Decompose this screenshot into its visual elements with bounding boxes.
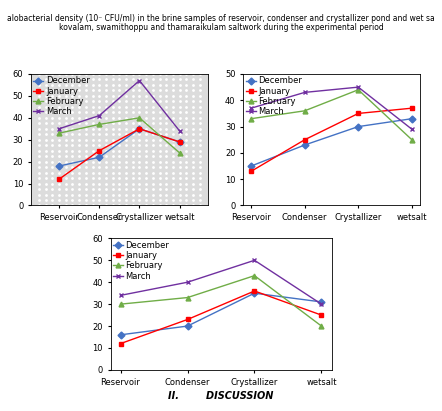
January [118,341,123,346]
January [57,177,62,182]
Line: December: December [249,116,414,169]
December [252,291,257,296]
Legend: December, January, February, March: December, January, February, March [245,76,303,117]
December [57,164,62,169]
February [57,131,62,136]
Line: February: February [57,115,182,155]
March [118,293,123,298]
Legend: December, January, February, March: December, January, February, March [112,240,170,282]
February [409,137,415,142]
February [356,87,361,92]
December [118,332,123,337]
January [319,313,324,318]
January [97,148,102,153]
March [97,113,102,118]
February [97,122,102,127]
January [302,137,307,142]
March [185,280,190,285]
Line: March: March [249,85,414,132]
January [252,289,257,293]
February [248,116,254,121]
January [356,111,361,116]
December [248,164,254,169]
Line: February: February [249,87,414,142]
March [302,90,307,95]
January [409,106,415,111]
January [177,139,182,144]
February [185,295,190,300]
February [302,109,307,113]
December [185,323,190,328]
December [319,300,324,305]
Line: December: December [57,126,182,169]
March [137,78,142,83]
Line: March: March [118,258,324,307]
January [185,317,190,322]
February [252,273,257,278]
December [97,155,102,160]
Text: kovalam, swamithoppu and thamaraikulam saltwork during the experimental period: kovalam, swamithoppu and thamaraikulam s… [59,23,383,32]
Line: January: January [118,289,324,346]
March [319,302,324,307]
Text: alobacterial density (10⁻ CFU/ml) in the brine samples of reservoir, condenser a: alobacterial density (10⁻ CFU/ml) in the… [7,14,435,23]
December [137,126,142,131]
December [409,116,415,121]
Line: January: January [249,106,414,174]
Line: February: February [118,273,324,328]
February [177,150,182,155]
March [409,127,415,132]
February [319,323,324,328]
January [137,126,142,131]
March [356,85,361,90]
Line: March: March [57,78,182,134]
February [118,302,123,307]
December [177,139,182,144]
March [57,126,62,131]
February [137,115,142,120]
Line: December: December [118,291,324,337]
December [302,143,307,148]
March [248,106,254,111]
January [248,169,254,174]
December [356,124,361,129]
March [177,129,182,134]
March [252,258,257,263]
Line: January: January [57,126,182,182]
Legend: December, January, February, March: December, January, February, March [33,76,91,117]
Text: II.        DISCUSSION: II. DISCUSSION [168,391,274,401]
